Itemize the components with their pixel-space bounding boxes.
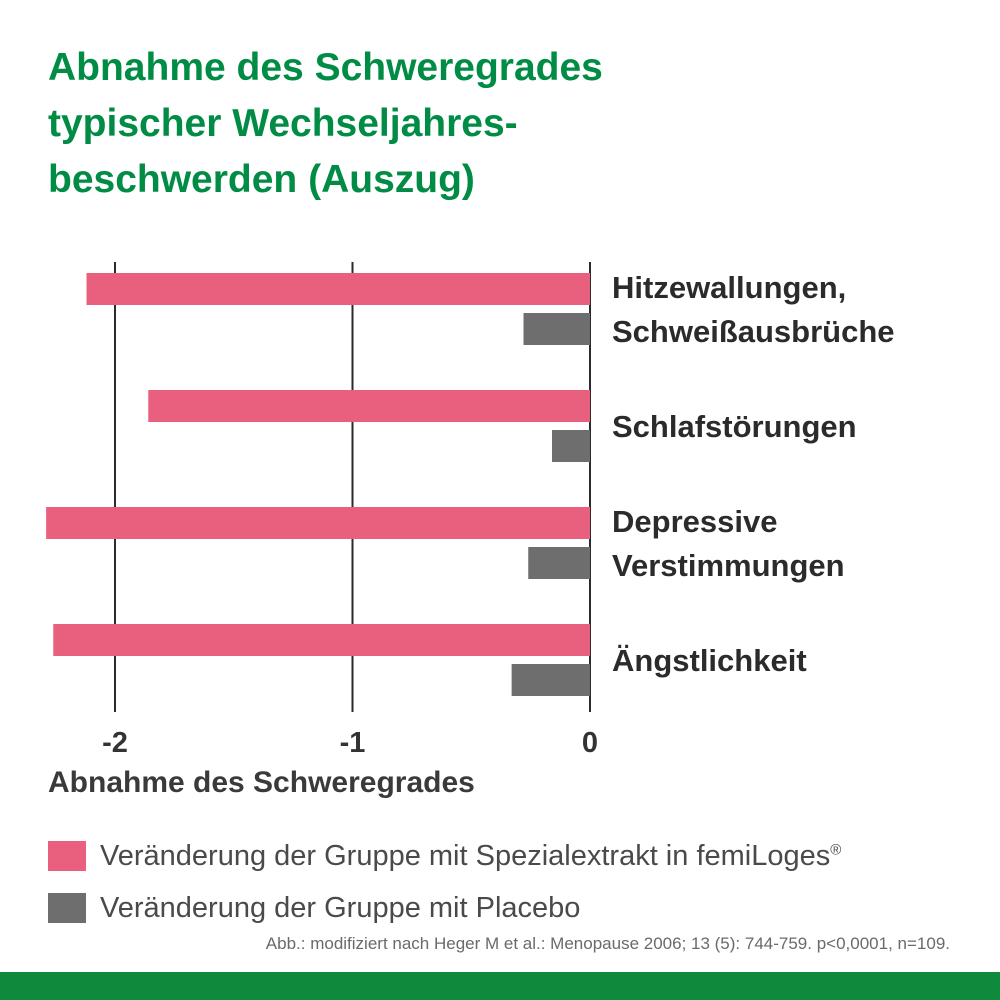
bar-chart: -2 -1 0 Hitzewallungen, Schweißausbrüche Schl… <box>46 262 895 759</box>
x-axis-label: Abnahme des Schweregrades <box>48 766 475 799</box>
legend-label-placebo: Veränderung der Gruppe mit Placebo <box>100 891 581 924</box>
bar-femiloges-1 <box>148 390 590 422</box>
legend: Veränderung der Gruppe mit Spezialextrak… <box>48 830 841 934</box>
bar-femiloges-3 <box>53 624 590 656</box>
tick-label-0: -2 <box>102 727 128 759</box>
tick-label-2: 0 <box>582 727 598 759</box>
title-line-1: Abnahme des Schweregrades <box>48 46 603 89</box>
title-line-3: beschwerden (Auszug) <box>48 158 475 201</box>
bar-placebo-3 <box>511 664 590 696</box>
source-citation: Abb.: modifiziert nach Heger M et al.: M… <box>265 934 950 953</box>
bar-femiloges-0 <box>86 273 590 305</box>
registered-mark: ® <box>830 840 842 858</box>
legend-item-placebo: Veränderung der Gruppe mit Placebo <box>48 882 841 934</box>
bar-placebo-0 <box>523 313 590 345</box>
legend-swatch-placebo <box>48 893 86 923</box>
bar-placebo-2 <box>528 547 590 579</box>
category-label-2-line-0: Depressive <box>612 504 777 539</box>
bar-placebo-1 <box>552 430 590 462</box>
category-label-0-line-1: Schweißausbrüche <box>612 314 895 349</box>
legend-swatch-femiloges <box>48 841 86 871</box>
title-line-2: typischer Wechseljahres- <box>48 102 518 145</box>
chart-title: Abnahme des Schweregrades typischer Wech… <box>48 40 948 208</box>
category-label-1: Schlafstörungen <box>612 409 857 444</box>
footer-bar <box>0 972 1000 1000</box>
tick-label-1: -1 <box>340 727 366 759</box>
category-label-0-line-0: Hitzewallungen, <box>612 270 846 305</box>
legend-label-femiloges: Veränderung der Gruppe mit Spezialextrak… <box>100 839 842 872</box>
legend-item-femiloges: Veränderung der Gruppe mit Spezialextrak… <box>48 830 841 882</box>
category-label-2-line-1: Verstimmungen <box>612 548 845 583</box>
category-label-3: Ängstlichkeit <box>612 643 807 678</box>
bar-femiloges-2 <box>46 507 590 539</box>
